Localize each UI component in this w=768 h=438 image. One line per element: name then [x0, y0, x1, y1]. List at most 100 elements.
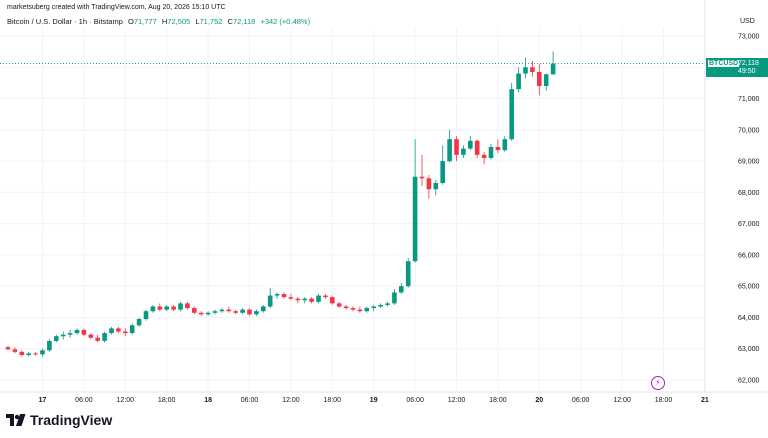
candle[interactable] — [67, 329, 73, 338]
lightning-icon[interactable]: ⚡ — [651, 376, 665, 390]
candle[interactable] — [468, 136, 473, 151]
candle-body — [171, 306, 176, 310]
candle[interactable] — [247, 308, 252, 316]
candle[interactable] — [281, 292, 287, 299]
candle[interactable] — [343, 304, 349, 310]
candle[interactable] — [5, 345, 11, 351]
candle-body — [412, 176, 418, 262]
candle[interactable] — [502, 136, 508, 152]
candle[interactable] — [461, 145, 466, 158]
candle[interactable] — [47, 339, 52, 352]
candle[interactable] — [88, 333, 94, 340]
candle[interactable] — [509, 82, 514, 141]
candle[interactable] — [254, 309, 259, 316]
candle[interactable] — [302, 297, 307, 304]
candle[interactable] — [474, 139, 480, 158]
candle[interactable] — [178, 301, 183, 312]
candle-body — [474, 140, 480, 155]
candle-body — [5, 347, 11, 350]
candle[interactable] — [316, 294, 321, 304]
time-tick-label: 20 — [535, 397, 543, 404]
candle[interactable] — [419, 154, 425, 187]
candle[interactable] — [357, 306, 363, 313]
candle[interactable] — [60, 331, 66, 340]
candle[interactable] — [350, 306, 356, 312]
candle[interactable] — [537, 64, 542, 96]
candle[interactable] — [102, 331, 107, 343]
candle[interactable] — [123, 328, 128, 337]
candle-body — [267, 295, 273, 307]
candle[interactable] — [192, 306, 197, 315]
candle[interactable] — [26, 351, 31, 357]
candle[interactable] — [109, 326, 114, 335]
candle[interactable] — [550, 51, 556, 76]
candle-body — [157, 306, 163, 310]
price-tick-label: 68,000 — [738, 190, 760, 197]
tradingview-logo[interactable]: TradingView — [6, 412, 112, 428]
candle[interactable] — [198, 311, 204, 316]
candle[interactable] — [530, 61, 535, 77]
candle[interactable] — [336, 301, 342, 309]
candle[interactable] — [440, 145, 445, 185]
candle[interactable] — [54, 334, 59, 343]
candle-body — [136, 319, 142, 326]
candle[interactable] — [543, 73, 549, 91]
candle[interactable] — [392, 289, 397, 305]
candle[interactable] — [74, 328, 80, 335]
candle[interactable] — [12, 347, 18, 354]
candle[interactable] — [205, 311, 211, 316]
candle[interactable] — [330, 295, 335, 305]
candle[interactable] — [143, 309, 149, 321]
candle[interactable] — [171, 304, 176, 312]
candle[interactable] — [378, 303, 383, 309]
tradingview-logo-icon — [6, 414, 26, 426]
candle[interactable] — [261, 304, 266, 313]
candle-body — [336, 303, 342, 307]
candle[interactable] — [495, 139, 501, 154]
candle[interactable] — [150, 304, 156, 313]
candle[interactable] — [116, 326, 121, 334]
candle[interactable] — [447, 129, 452, 163]
candle[interactable] — [405, 258, 411, 288]
candle-body — [26, 353, 31, 355]
candle[interactable] — [33, 351, 38, 356]
candle-body — [516, 73, 521, 90]
candle[interactable] — [267, 287, 273, 309]
candle[interactable] — [240, 308, 245, 315]
candle-body — [399, 286, 404, 293]
candle[interactable] — [219, 308, 225, 313]
candle[interactable] — [81, 328, 87, 337]
candle-body — [233, 311, 238, 313]
candle-body — [88, 334, 94, 338]
candle[interactable] — [185, 301, 190, 310]
candle[interactable] — [523, 57, 528, 79]
candle[interactable] — [323, 294, 328, 299]
candle[interactable] — [288, 294, 294, 301]
candle[interactable] — [233, 309, 238, 315]
candle-body — [178, 303, 183, 310]
candle[interactable] — [309, 297, 314, 304]
candle[interactable] — [226, 306, 232, 313]
candle[interactable] — [129, 323, 135, 335]
candle[interactable] — [481, 151, 487, 165]
candle[interactable] — [136, 317, 142, 327]
candle[interactable] — [412, 139, 418, 263]
candle[interactable] — [426, 175, 432, 199]
candle[interactable] — [95, 334, 100, 343]
candle[interactable] — [212, 309, 218, 315]
candle[interactable] — [516, 67, 521, 93]
candle[interactable] — [433, 179, 439, 196]
candle[interactable] — [454, 136, 459, 162]
candle[interactable] — [40, 348, 45, 357]
candle[interactable] — [157, 303, 163, 312]
candle[interactable] — [399, 283, 404, 294]
candle[interactable] — [364, 306, 370, 313]
candle[interactable] — [19, 350, 25, 357]
candle[interactable] — [295, 297, 301, 304]
candle[interactable] — [164, 304, 169, 312]
candle[interactable] — [371, 304, 376, 312]
candle[interactable] — [274, 292, 280, 299]
candle[interactable] — [385, 301, 390, 307]
candle[interactable] — [488, 143, 494, 160]
